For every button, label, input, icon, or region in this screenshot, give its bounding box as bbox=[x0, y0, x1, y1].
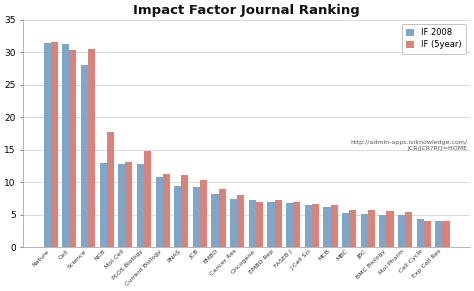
Bar bbox=[330, 205, 337, 247]
Bar bbox=[267, 202, 274, 247]
Bar bbox=[181, 175, 188, 247]
Title: Impact Factor Journal Ranking: Impact Factor Journal Ranking bbox=[133, 4, 360, 17]
Bar bbox=[200, 180, 207, 247]
Bar bbox=[405, 212, 412, 247]
Bar bbox=[193, 187, 200, 247]
Bar bbox=[51, 42, 58, 247]
Bar bbox=[386, 211, 393, 247]
Bar bbox=[125, 162, 132, 247]
Bar bbox=[100, 163, 107, 247]
Bar bbox=[435, 221, 442, 247]
Bar bbox=[144, 151, 151, 247]
Bar bbox=[368, 210, 375, 247]
Bar bbox=[323, 207, 330, 247]
Bar bbox=[256, 203, 263, 247]
Bar bbox=[137, 164, 144, 247]
Bar bbox=[88, 49, 95, 247]
Bar bbox=[379, 215, 386, 247]
Bar bbox=[249, 200, 256, 247]
Bar bbox=[286, 203, 293, 247]
Bar bbox=[211, 194, 219, 247]
Bar bbox=[305, 205, 312, 247]
Bar bbox=[274, 200, 282, 247]
Bar bbox=[219, 189, 226, 247]
Bar bbox=[349, 210, 356, 247]
Bar bbox=[107, 132, 114, 247]
Bar bbox=[342, 214, 349, 247]
Bar bbox=[62, 45, 69, 247]
Bar bbox=[398, 215, 405, 247]
Bar bbox=[442, 221, 449, 247]
Bar bbox=[312, 204, 319, 247]
Legend: IF 2008, IF (5year): IF 2008, IF (5year) bbox=[401, 24, 465, 54]
Bar bbox=[230, 198, 237, 247]
Text: http://admin-apps.isiknowledge.com/
JCR/JCR?RQ=HOME: http://admin-apps.isiknowledge.com/ JCR/… bbox=[350, 140, 467, 151]
Bar bbox=[118, 164, 125, 247]
Bar bbox=[361, 214, 368, 247]
Bar bbox=[155, 177, 163, 247]
Bar bbox=[237, 195, 244, 247]
Bar bbox=[417, 219, 424, 247]
Bar bbox=[293, 202, 301, 247]
Bar bbox=[163, 174, 170, 247]
Bar bbox=[44, 43, 51, 247]
Bar bbox=[81, 65, 88, 247]
Bar bbox=[424, 221, 431, 247]
Bar bbox=[174, 185, 181, 247]
Bar bbox=[69, 50, 76, 247]
